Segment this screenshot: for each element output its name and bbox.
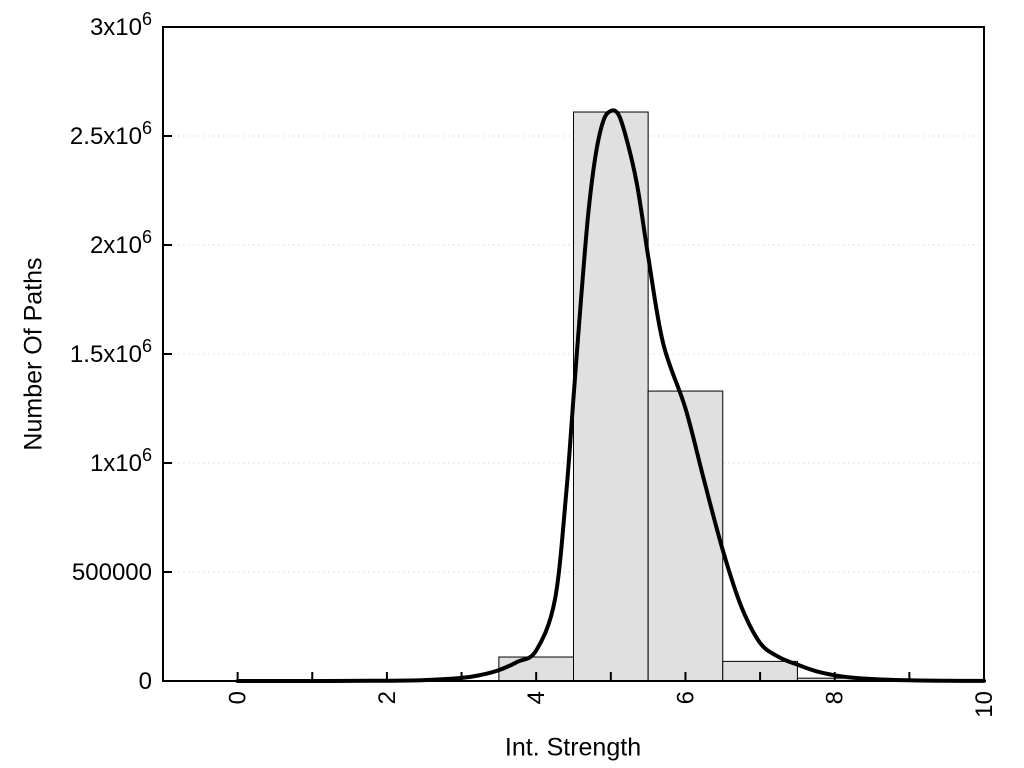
x-tick-label: 10	[971, 691, 998, 718]
y-tick-label: 2x106	[90, 227, 152, 259]
fit-curve	[235, 108, 986, 683]
x-tick-label: 0	[225, 691, 252, 704]
y-tick-label: 0	[139, 668, 152, 695]
y-tick-label: 500000	[72, 559, 152, 586]
y-tick-label: 1x106	[90, 445, 152, 477]
x-axis-title: Int. Strength	[504, 733, 642, 762]
x-tick-label: 6	[672, 691, 699, 704]
y-tick-label: 3x106	[90, 9, 152, 41]
y-tick-label: 2.5x106	[70, 118, 152, 150]
histogram-bar	[647, 390, 724, 682]
histogram-bar	[573, 111, 649, 682]
x-tick-label: 4	[523, 691, 550, 704]
x-tick-label: 2	[374, 691, 401, 704]
y-tick-label: 1.5x106	[70, 336, 152, 368]
y-axis-title: Number Of Paths	[19, 257, 48, 451]
x-tick-label: 8	[822, 691, 849, 704]
